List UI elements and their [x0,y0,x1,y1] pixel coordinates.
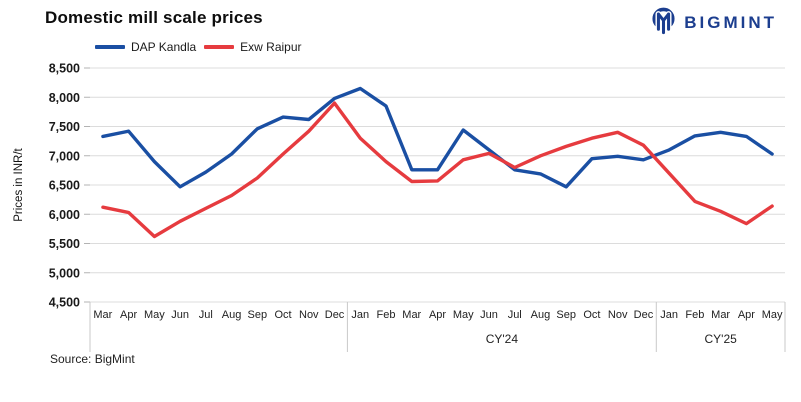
legend-label-dap-kandla: DAP Kandla [131,40,197,54]
x-tick-label: Jul [199,309,213,321]
x-tick-label: Mar [402,309,421,321]
x-tick-label: Feb [685,309,704,321]
y-tick-label: 8,500 [49,62,80,76]
y-tick-label: 6,000 [49,208,80,222]
x-tick-label: Feb [377,309,396,321]
x-tick-label: Nov [299,309,319,321]
x-tick-label: Apr [738,309,755,321]
x-tick-label: Apr [120,309,137,321]
y-tick-label: 4,500 [49,296,80,310]
x-tick-label: Apr [429,309,446,321]
x-tick-label: Jun [480,309,498,321]
x-tick-label: Mar [711,309,730,321]
x-axis-year-label: CY'24 [486,332,519,346]
legend-label-exw-raipur: Exw Raipur [240,40,302,54]
x-tick-label: Oct [274,309,291,321]
bigmint-logo-icon [650,6,677,39]
y-tick-label: 7,000 [49,149,80,163]
legend-item-dap-kandla: DAP Kandla [95,40,196,54]
x-tick-label: Aug [531,309,551,321]
x-tick-label: Sep [248,309,268,321]
chart-legend: DAP Kandla Exw Raipur [95,40,302,54]
x-tick-label: Jul [508,309,522,321]
x-tick-label: Nov [608,309,628,321]
y-tick-label: 8,000 [49,91,80,105]
legend-swatch-exw-raipur [204,45,235,49]
y-tick-label: 6,500 [49,179,80,193]
x-tick-label: Dec [325,309,345,321]
legend-swatch-dap-kandla [95,45,125,49]
x-tick-label: Dec [634,309,654,321]
x-tick-label: Jun [171,309,189,321]
page-title: Domestic mill scale prices [45,8,263,27]
series-line-dap-kandla [101,86,774,189]
x-tick-label: Aug [222,309,242,321]
y-tick-label: 5,500 [49,237,80,251]
bigmint-logo-text: BIGMINT [684,12,777,32]
x-tick-label: May [144,309,165,321]
x-tick-label: Oct [583,309,600,321]
y-tick-label: 7,500 [49,120,80,134]
y-axis-title: Prices in INR/t [13,147,25,221]
series-line-exw-raipur [101,101,774,239]
x-tick-label: Jan [660,309,678,321]
y-tick-label: 5,000 [49,266,80,280]
x-tick-label: May [762,309,783,321]
x-axis-year-label: CY'25 [704,332,737,346]
x-tick-label: Jan [351,309,369,321]
legend-item-exw-raipur: Exw Raipur [204,40,302,54]
source-note: Source: BigMint [50,352,135,366]
x-tick-label: May [453,309,474,321]
x-tick-label: Mar [93,309,112,321]
bigmint-logo: BIGMINT [650,6,777,39]
x-tick-label: Sep [556,309,576,321]
